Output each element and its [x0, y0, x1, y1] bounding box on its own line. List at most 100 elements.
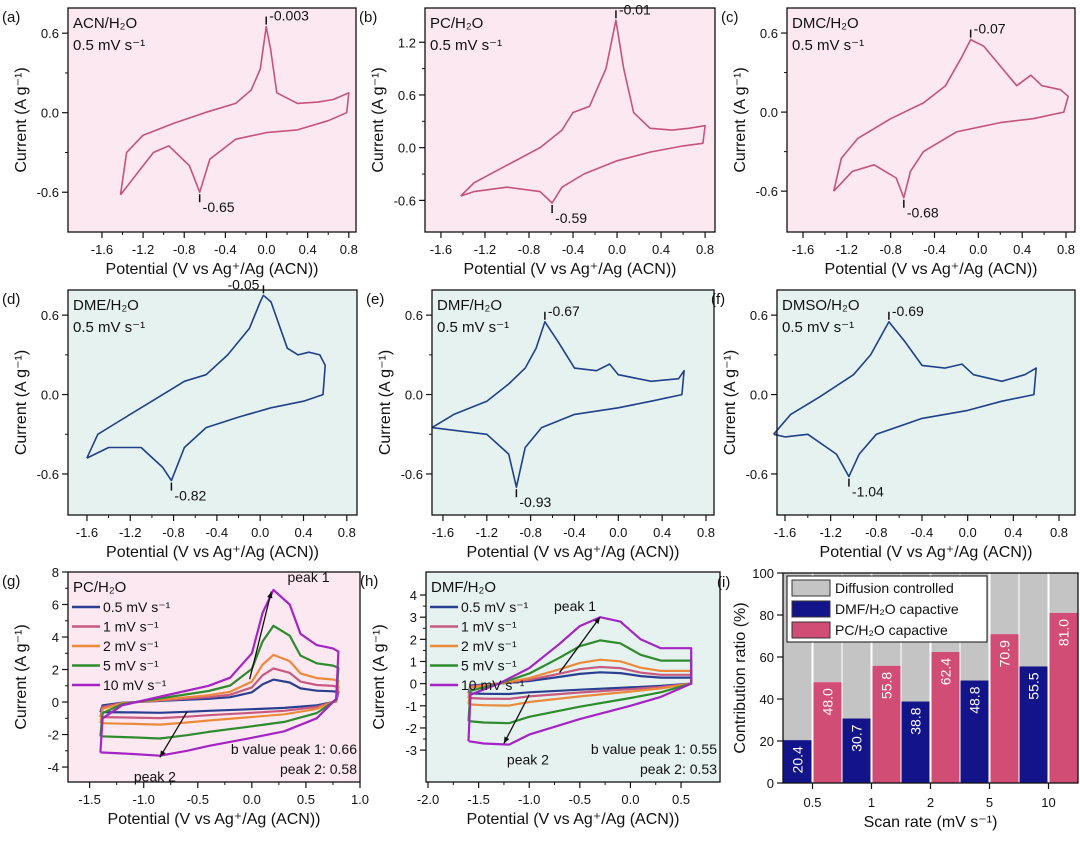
plot-frame — [776, 289, 1076, 516]
x-tick-label: -1.0 — [518, 792, 540, 807]
bar-value-label: 55.5 — [1026, 672, 1042, 699]
legend-label: 10 mV s⁻¹ — [103, 677, 167, 693]
bar-value-label: 48.8 — [967, 686, 983, 713]
x-axis-label: Potential (V vs Ag⁺/Ag (ACN)) — [108, 811, 321, 828]
x-tick-label: -2.0 — [417, 792, 439, 807]
diffusion-bar — [990, 573, 1019, 635]
x-tick-label: -1.2 — [119, 525, 141, 540]
legend-label: 5 mV s⁻¹ — [461, 658, 517, 674]
panel-label: (f) — [711, 291, 725, 308]
panel-title: ACN/H₂O — [73, 15, 137, 32]
cv-curve-series — [99, 653, 340, 726]
panel-title: DMC/H₂O — [792, 15, 859, 32]
x-tick-label: 10 — [1041, 795, 1055, 810]
dmf-capacitive-bar — [901, 701, 930, 783]
x-tick-label: -0.4 — [563, 525, 585, 540]
x-tick-label: -1.6 — [774, 525, 796, 540]
plot-frame — [782, 572, 1079, 784]
y-tick-label: 4 — [52, 630, 59, 645]
bar-value-label: 55.8 — [879, 672, 895, 699]
x-tick-label: 0.0 — [621, 792, 639, 807]
plot-frame — [431, 289, 715, 516]
cv-curve-series — [460, 19, 706, 204]
plot-background — [432, 290, 714, 515]
x-tick-label: -1.6 — [430, 242, 452, 257]
legend-label: Diffusion controlled — [835, 580, 954, 596]
y-tick-label: -4 — [47, 760, 59, 775]
x-tick-label: -0.5 — [187, 792, 209, 807]
x-tick-label: -0.4 — [214, 242, 236, 257]
x-tick-label: -0.8 — [865, 525, 887, 540]
x-axis-label: Potential (V vs Ag⁺/Ag (ACN)) — [106, 261, 319, 278]
plot-frame — [67, 7, 357, 233]
panel-title: DMF/H₂O — [431, 579, 496, 596]
trend-arrow — [159, 711, 188, 758]
b-value-label: b value peak 1: 0.66 — [231, 741, 357, 757]
y-tick-label: 0.6 — [41, 26, 59, 41]
y-axis-label: Current (A g⁻¹) — [377, 350, 394, 455]
panel-d: (d) -1.6 -1.2 -0.8 -0.4 0.0 0.4 0.8 -0.6 0.0 0.6 Po… — [2, 276, 358, 561]
panel-label: (a) — [2, 9, 20, 26]
bar-value-label: 48.0 — [820, 688, 836, 715]
y-tick-label: 0.0 — [750, 388, 768, 403]
x-tick-label: 0.0 — [969, 242, 987, 257]
x-tick-label: -1.6 — [76, 525, 98, 540]
y-tick-label: 60 — [760, 650, 774, 665]
diffusion-bar — [1049, 573, 1078, 613]
y-tick-label: -0.6 — [394, 193, 416, 208]
y-axis-label: Current (A g⁻¹) — [732, 67, 749, 172]
x-tick-label: -0.4 — [206, 525, 228, 540]
x-axis-label: Potential (V vs Ag⁺/Ag (ACN)) — [106, 544, 319, 561]
y-tick-label: 0.0 — [41, 388, 59, 403]
x-tick-label: 0.8 — [338, 525, 356, 540]
y-tick-label: 8 — [52, 565, 59, 580]
x-tick-label: -1.6 — [91, 242, 113, 257]
y-tick-label: 0.0 — [405, 388, 423, 403]
peak-annotation: peak 1 — [287, 569, 329, 585]
pc-capacitive-bar — [1049, 612, 1078, 783]
cv-curve-series — [772, 320, 1037, 478]
arrow-head-icon — [267, 591, 273, 599]
pc-capacitive-bar — [990, 634, 1019, 783]
y-axis-label: Current (A g⁻¹) — [371, 624, 388, 729]
legend-label: 2 mV s⁻¹ — [103, 638, 159, 654]
y-tick-label: 0 — [52, 695, 59, 710]
y-tick-label: -0.6 — [37, 467, 59, 482]
x-tick-label: 0.0 — [257, 242, 275, 257]
cv-curve-series — [99, 678, 340, 714]
y-tick-label: -0.6 — [746, 467, 768, 482]
x-tick-label: 0.0 — [609, 525, 627, 540]
bar-value-label: 30.7 — [849, 724, 865, 751]
y-tick-label: 6 — [52, 598, 59, 613]
x-tick-label: 0.0 — [243, 792, 261, 807]
x-axis-label: Potential (V vs Ag⁺/Ag (ACN)) — [820, 544, 1033, 561]
bar-value-label: 62.4 — [938, 658, 954, 685]
pc-capacitive-bar — [931, 651, 960, 783]
dmf-capacitive-bar — [1019, 666, 1048, 783]
y-tick-label: -1 — [405, 699, 417, 714]
y-axis-label: Current (A g⁻¹) — [370, 67, 387, 172]
scan-rate-label: 0.5 mV s⁻¹ — [792, 37, 864, 54]
arrow-head-icon — [594, 617, 601, 625]
panel-label: (h) — [360, 573, 378, 590]
scan-rate-label: 0.5 mV s⁻¹ — [73, 319, 145, 336]
peak-annotation: peak 2 — [507, 752, 549, 768]
dmf-capacitive-bar — [783, 740, 812, 783]
trend-arrow — [559, 616, 601, 673]
y-tick-label: -2 — [405, 721, 417, 736]
y-tick-label: 1.2 — [398, 35, 416, 50]
legend-label: 5 mV s⁻¹ — [103, 658, 159, 674]
panel-c: (c) -1.6 -1.2 -0.8 -0.4 0.0 0.4 0.8 -0.6 0.0 0.6 Po… — [721, 7, 1076, 278]
x-tick-label: 0.8 — [697, 525, 715, 540]
legend-label: PC/H₂O capactive — [835, 622, 948, 638]
x-tick-label: 5 — [986, 795, 993, 810]
x-tick-label: 0.4 — [653, 525, 671, 540]
x-tick-label: 1 — [868, 795, 875, 810]
cv-curve-series — [99, 624, 340, 740]
plot-background — [68, 8, 356, 232]
panel-e: (e) -1.6 -1.2 -0.8 -0.4 0.0 0.4 0.8 -0.6 0.0 0.6 Po… — [366, 289, 715, 561]
cv-curve-series — [431, 320, 685, 489]
legend-swatch — [791, 621, 831, 639]
x-tick-label: 0.8 — [696, 242, 714, 257]
x-tick-label: 0.0 — [251, 525, 269, 540]
